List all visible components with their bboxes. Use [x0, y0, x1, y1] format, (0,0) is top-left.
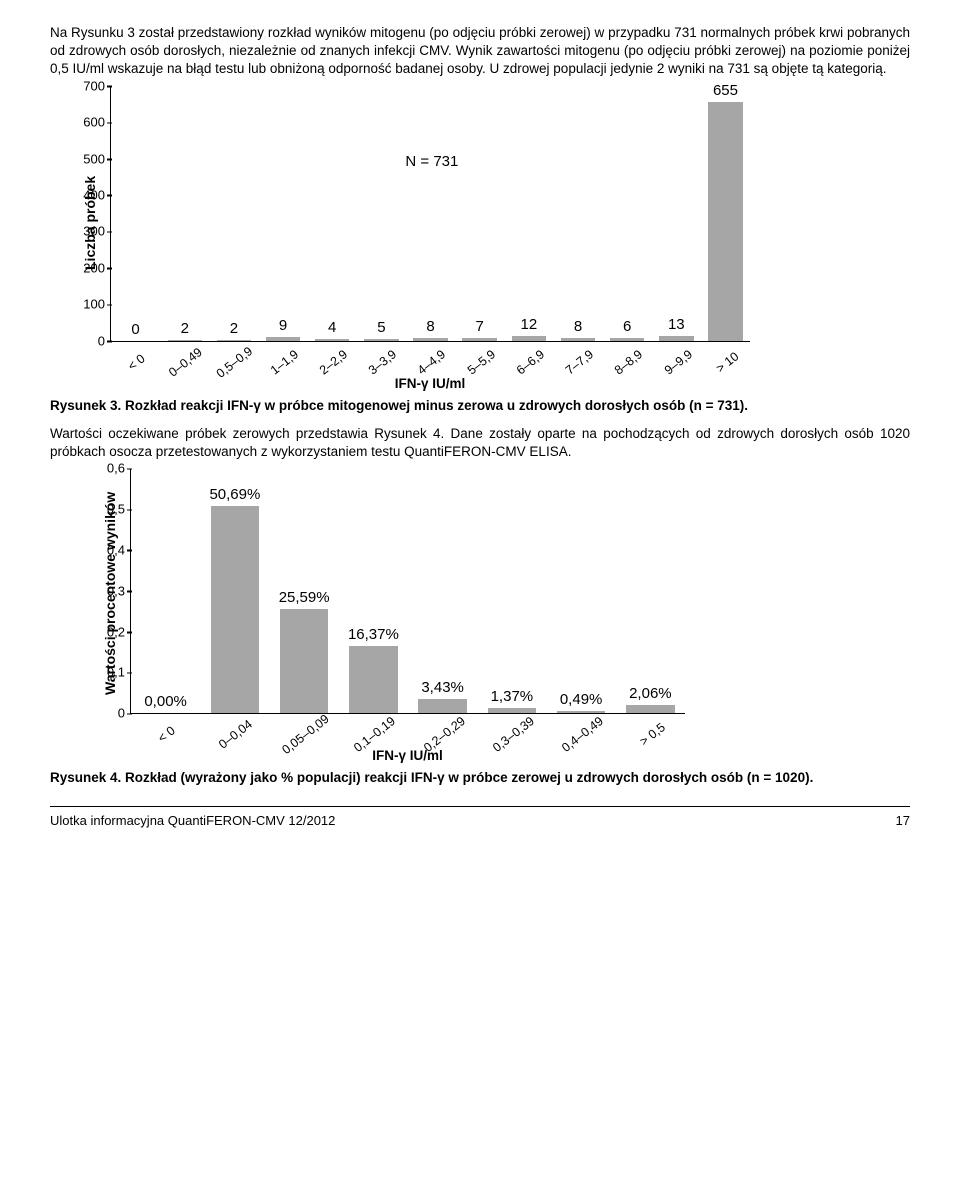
bar-value-label: 0 — [131, 321, 139, 339]
bar-column: 25,59% — [270, 589, 339, 713]
bar-column: 12 — [504, 316, 553, 340]
footer-right: 17 — [896, 813, 910, 828]
bar-column: 7 — [455, 318, 504, 341]
y-tick: 0 — [118, 706, 131, 721]
y-tick: 0,3 — [107, 583, 131, 598]
bar-column: 2 — [209, 320, 258, 341]
y-tick: 0,1 — [107, 665, 131, 680]
bar-column: 16,37% — [339, 626, 408, 713]
bar-column: 6 — [603, 318, 652, 340]
footer: Ulotka informacyjna QuantiFERON-CMV 12/2… — [50, 806, 910, 828]
bar-value-label: 25,59% — [279, 589, 330, 607]
bar-value-label: 655 — [701, 82, 750, 100]
bar-value-label: 3,43% — [421, 679, 464, 697]
bar-column: 4 — [308, 319, 357, 340]
figure3-caption: Rysunek 3. Rozkład reakcji IFN-γ w próbc… — [50, 397, 910, 415]
y-tick: 600 — [83, 115, 111, 130]
x-axis-title: IFN-γ IU/ml — [110, 376, 750, 391]
figure4-caption: Rysunek 4. Rozkład (wyrażony jako % popu… — [50, 769, 910, 787]
bar-value-label: 12 — [520, 316, 537, 334]
y-tick: 0,2 — [107, 624, 131, 639]
y-tick: 0,6 — [107, 461, 131, 476]
bar — [211, 506, 259, 713]
y-tick: 100 — [83, 297, 111, 312]
intro-paragraph: Na Rysunku 3 został przedstawiony rozkła… — [50, 24, 910, 79]
bar-value-label: 13 — [668, 316, 685, 334]
bar-value-label: 50,69% — [209, 486, 260, 504]
bar — [280, 609, 328, 713]
bar-column: 8 — [406, 318, 455, 341]
y-tick: 200 — [83, 260, 111, 275]
bar-value-label: 2,06% — [629, 685, 672, 703]
bar-column: 2 — [160, 320, 209, 341]
y-tick: 700 — [83, 78, 111, 93]
bar-column: 8 — [553, 318, 602, 341]
bar-value-label: 4 — [328, 319, 336, 337]
bar-column: 0 — [111, 321, 160, 341]
chart-2: Wartości procentowe wyników00,10,20,30,4… — [130, 469, 910, 763]
bar-value-label: 8 — [426, 318, 434, 336]
bar-value-label: 9 — [279, 317, 287, 335]
bar-value-label: 2 — [181, 320, 189, 338]
bar-value-label: 7 — [476, 318, 484, 336]
bar-value-label: 6 — [623, 318, 631, 336]
bar — [708, 102, 742, 341]
bar-column: 655 — [701, 102, 750, 341]
footer-left: Ulotka informacyjna QuantiFERON-CMV 12/2… — [50, 813, 335, 828]
bar-column: 50,69% — [200, 486, 269, 713]
y-tick: 300 — [83, 224, 111, 239]
mid-paragraph: Wartości oczekiwane próbek zerowych prze… — [50, 425, 910, 461]
bar-column: 13 — [652, 316, 701, 341]
y-tick: 400 — [83, 187, 111, 202]
bar-value-label: 5 — [377, 319, 385, 337]
y-tick: 0 — [98, 333, 111, 348]
y-tick: 0,4 — [107, 542, 131, 557]
y-tick: 500 — [83, 151, 111, 166]
bar-column: 5 — [357, 319, 406, 341]
bar-value-label: 8 — [574, 318, 582, 336]
bar-value-label: 16,37% — [348, 626, 399, 644]
chart-1: Liczba próbekN = 73101002003004005006007… — [110, 87, 910, 391]
y-tick: 0,5 — [107, 502, 131, 517]
bar-value-label: 2 — [230, 320, 238, 338]
bar-column: 9 — [258, 317, 307, 340]
